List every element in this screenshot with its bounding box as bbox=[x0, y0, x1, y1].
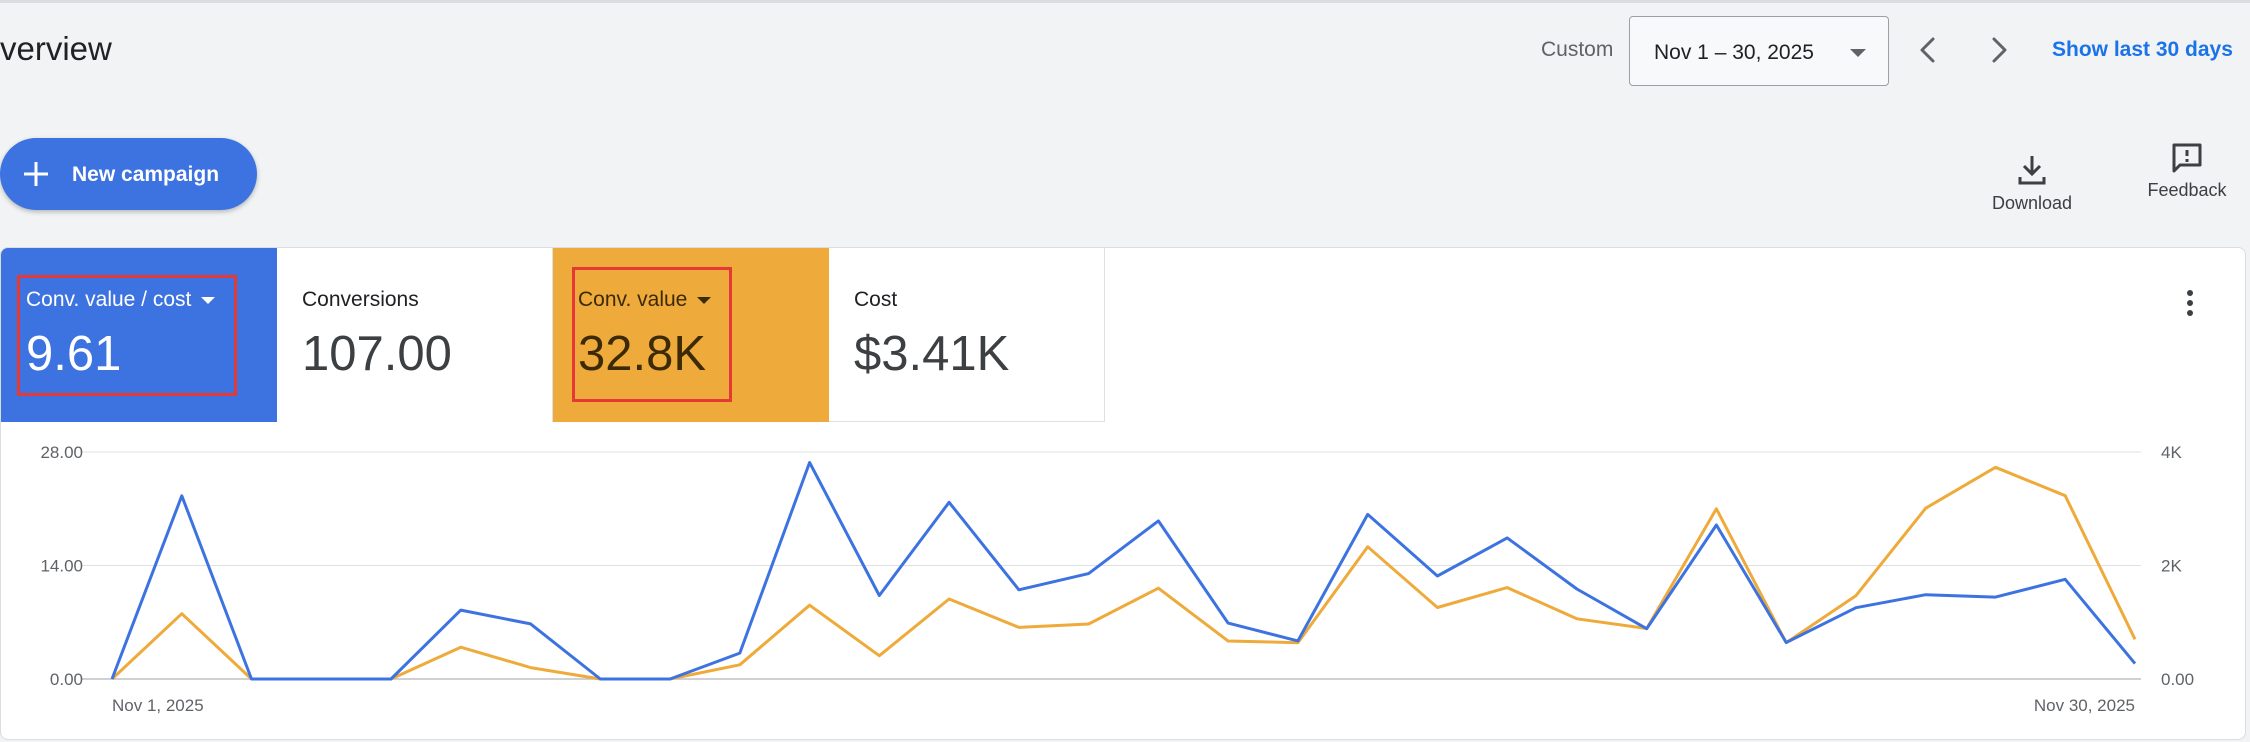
metric-name: Cost bbox=[854, 288, 898, 311]
series-line-conv-value-cost bbox=[110, 461, 2137, 681]
metric-value: $3.41K bbox=[854, 327, 1010, 381]
new-campaign-button[interactable]: New campaign bbox=[0, 138, 257, 210]
top-divider bbox=[0, 0, 2250, 3]
feedback-icon bbox=[2172, 143, 2202, 173]
metric-name: Conversions bbox=[302, 288, 419, 311]
caret-down-icon bbox=[201, 296, 216, 304]
plus-icon bbox=[24, 162, 48, 186]
metric-tile-conv-value[interactable]: Conv. value 32.8K bbox=[553, 248, 829, 422]
metric-name[interactable]: Conv. value bbox=[578, 288, 712, 312]
x-axis-start-label: Nov 1, 2025 bbox=[112, 696, 204, 715]
metric-name[interactable]: Conv. value / cost bbox=[26, 288, 216, 312]
caret-down-icon bbox=[697, 296, 712, 304]
show-last-30-days-link[interactable]: Show last 30 days bbox=[2052, 38, 2233, 61]
metric-value: 32.8K bbox=[578, 327, 707, 381]
date-range-label: Custom bbox=[1541, 38, 1614, 61]
new-campaign-label: New campaign bbox=[72, 163, 220, 186]
right-axis-tick-label: 4K bbox=[2161, 443, 2182, 462]
left-axis-tick-label: 0.00 bbox=[50, 670, 83, 689]
metric-tile-cost[interactable]: Cost $3.41K bbox=[829, 248, 1105, 422]
feedback-button[interactable]: Feedback bbox=[2137, 141, 2237, 201]
overview-chart-card: Conv. value / cost 9.61 Conversions 107.… bbox=[0, 247, 2246, 740]
chevron-left-icon[interactable] bbox=[1908, 30, 1948, 70]
metric-tile-conv-value-cost[interactable]: Conv. value / cost 9.61 bbox=[1, 248, 277, 422]
date-range-select[interactable]: Nov 1 – 30, 2025 bbox=[1629, 16, 1889, 86]
right-axis-tick-label: 0.00 bbox=[2161, 670, 2194, 689]
caret-down-icon bbox=[1850, 49, 1866, 57]
left-axis-tick-label: 14.00 bbox=[40, 557, 83, 576]
feedback-label: Feedback bbox=[2147, 180, 2227, 200]
more-vert-icon[interactable] bbox=[2185, 288, 2195, 318]
highlight-box bbox=[17, 275, 237, 396]
metric-tile-conversions[interactable]: Conversions 107.00 bbox=[277, 248, 553, 422]
download-button[interactable]: Download bbox=[1982, 153, 2082, 214]
metric-value: 107.00 bbox=[302, 327, 452, 381]
download-label: Download bbox=[1991, 193, 2073, 213]
left-axis-tick-label: 28.00 bbox=[40, 443, 83, 462]
right-axis-tick-label: 2K bbox=[2161, 557, 2182, 576]
date-range-value: Nov 1 – 30, 2025 bbox=[1654, 41, 1814, 64]
metric-value: 9.61 bbox=[26, 327, 122, 381]
download-icon bbox=[2018, 156, 2046, 185]
page-title: verview bbox=[0, 30, 112, 67]
series-line-conv-value bbox=[110, 465, 2137, 681]
x-axis-end-label: Nov 30, 2025 bbox=[2034, 696, 2135, 715]
chevron-right-icon[interactable] bbox=[1979, 30, 2019, 70]
performance-line-chart: 0.00 0.00 14.00 2K 28.00 4K Nov 1, 2025 Nov 30,… bbox=[40, 443, 2194, 715]
highlight-box bbox=[572, 267, 732, 402]
